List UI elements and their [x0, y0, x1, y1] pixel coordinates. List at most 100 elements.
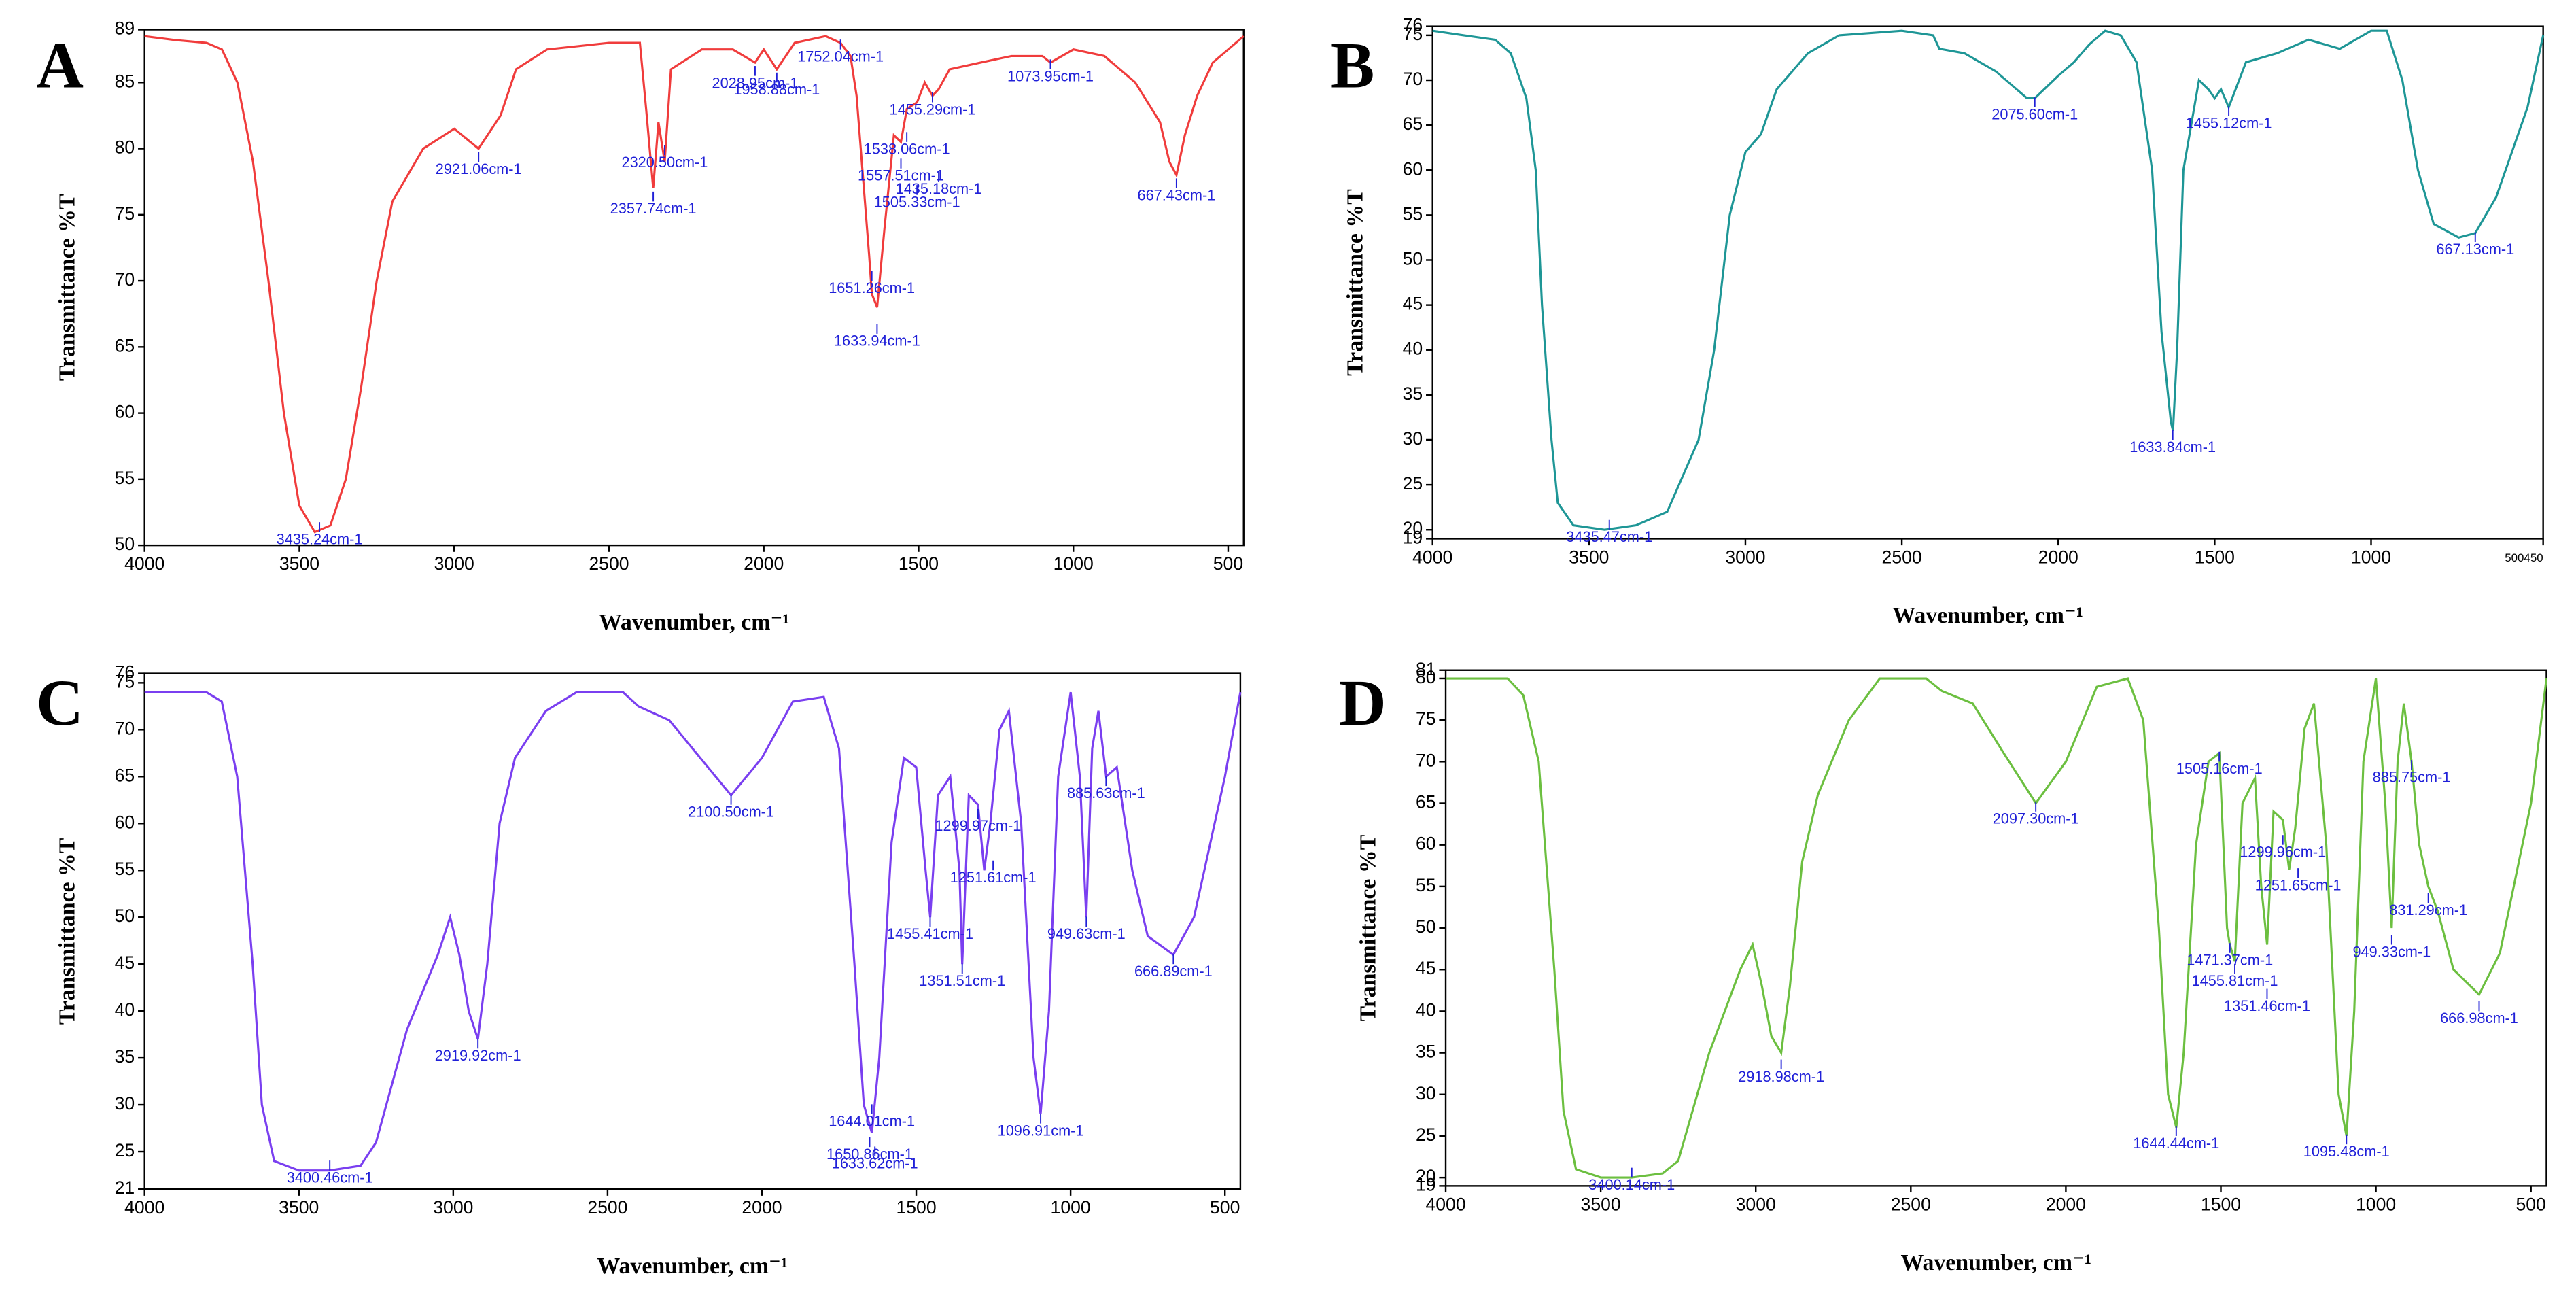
- x-tick-label: 3000: [1725, 547, 1765, 567]
- y-tick-label: 20: [1416, 1166, 1436, 1186]
- peak-label: 1505.33cm-1: [874, 193, 960, 210]
- peak-label: 3435.47cm-1: [1566, 528, 1652, 545]
- peak-label: 1251.65cm-1: [2255, 876, 2342, 893]
- y-tick-label: 45: [1416, 958, 1436, 978]
- panel-letter: D: [1339, 666, 1387, 739]
- peak-label: 3400.14cm-1: [1588, 1176, 1675, 1193]
- x-tick-label: 3500: [279, 1197, 319, 1218]
- peak-label: 949.63cm-1: [1047, 925, 1126, 942]
- spectrum-line: [144, 35, 1245, 534]
- peak-label: 949.33cm-1: [2352, 943, 2431, 960]
- x-tick-label: 2500: [1891, 1194, 1931, 1214]
- y-tick-label: 50: [1403, 249, 1423, 269]
- peak-label: 1435.18cm-1: [896, 180, 982, 197]
- peak-label: 885.75cm-1: [2373, 768, 2451, 785]
- x-tick-label: 3000: [1736, 1194, 1776, 1214]
- y-tick-label: 25: [1416, 1124, 1436, 1145]
- peak-label: 1958.88cm-1: [733, 81, 820, 98]
- x-axis-label: Wavenumber, cm⁻¹: [1892, 603, 2083, 628]
- x-axis-label: Wavenumber, cm⁻¹: [597, 1254, 788, 1279]
- y-tick-label: 60: [1416, 833, 1436, 854]
- x-tick-label: 4000: [124, 1197, 164, 1218]
- y-tick-label: 70: [1403, 69, 1423, 89]
- x-tick-label: 500: [2516, 1194, 2545, 1214]
- peak-label: 1299.96cm-1: [2240, 844, 2326, 861]
- peak-label: 1095.48cm-1: [2303, 1143, 2390, 1160]
- peak-label: 1538.06cm-1: [864, 141, 950, 158]
- x-tick-label: 4000: [1425, 1194, 1465, 1214]
- y-tick-label: 81: [1416, 659, 1436, 679]
- peak-label: 2075.60cm-1: [1991, 106, 2078, 123]
- x-tick-label: 2500: [1882, 547, 1922, 567]
- panel-letter: A: [36, 29, 84, 102]
- peak-label: 2921.06cm-1: [436, 160, 522, 177]
- y-tick-label: 76: [1403, 15, 1423, 35]
- y-axis-label: Transmittance %T: [1356, 834, 1381, 1021]
- peak-label: 3400.46cm-1: [287, 1169, 373, 1186]
- peak-label: 2028.95cm-1: [712, 74, 799, 91]
- peak-label: 1651.26cm-1: [829, 279, 915, 296]
- y-tick-label: 35: [1403, 383, 1423, 404]
- peak-label: 2320.50cm-1: [621, 154, 708, 171]
- y-tick-label: 30: [1416, 1083, 1436, 1103]
- x-tick-label: 2000: [2046, 1194, 2086, 1214]
- y-tick-label: 50: [115, 534, 135, 554]
- peak-label: 1633.84cm-1: [2129, 438, 2216, 455]
- y-tick-label: 65: [115, 335, 135, 356]
- x-tick-label: 1000: [2356, 1194, 2396, 1214]
- y-tick-label: 75: [115, 203, 135, 224]
- peak-label: 1557.51cm-1: [858, 167, 944, 184]
- y-axis-label: Transmittance %T: [54, 838, 80, 1025]
- x-tick-label: 2500: [587, 1197, 627, 1218]
- peak-label: 1752.04cm-1: [797, 48, 884, 65]
- y-tick-label: 45: [1403, 294, 1423, 314]
- y-tick-label: 65: [1416, 792, 1436, 812]
- x-tick-label: 1500: [2195, 547, 2235, 567]
- y-tick-label: 25: [1403, 473, 1423, 494]
- spectrum-line: [144, 691, 1242, 1172]
- y-tick-label: 60: [115, 812, 135, 832]
- y-tick-label: 35: [115, 1046, 135, 1067]
- peak-label: 885.63cm-1: [1067, 785, 1145, 802]
- peak-label: 1251.61cm-1: [950, 869, 1037, 886]
- y-tick-label: 25: [115, 1140, 135, 1160]
- y-tick-label: 55: [1403, 203, 1423, 224]
- x-tick-label: 3000: [434, 553, 474, 574]
- plot-frame: [143, 672, 1242, 1190]
- x-tick-label: 500: [1210, 1197, 1240, 1218]
- y-tick-label: 55: [1416, 875, 1436, 895]
- y-tick-label: 70: [115, 269, 135, 290]
- x-axis-label: Wavenumber, cm⁻¹: [1901, 1250, 2092, 1275]
- y-tick-label: 40: [1403, 339, 1423, 359]
- y-tick-label: 35: [1416, 1042, 1436, 1062]
- peak-label: 831.29cm-1: [2389, 901, 2467, 918]
- peak-label: 666.89cm-1: [1134, 963, 1213, 980]
- x-tick-label: 3500: [279, 553, 319, 574]
- y-tick-label: 50: [115, 906, 135, 926]
- x-tick-label: 3000: [433, 1197, 473, 1218]
- y-tick-label: 40: [115, 999, 135, 1020]
- x-tick-label: 4000: [124, 553, 164, 574]
- y-tick-label: 65: [115, 765, 135, 785]
- y-tick-label: 75: [1416, 708, 1436, 729]
- peak-label: 2918.98cm-1: [1738, 1068, 1824, 1085]
- y-tick-label: 70: [115, 718, 135, 738]
- y-tick-label: 60: [115, 402, 135, 422]
- y-tick-label: 76: [115, 662, 135, 683]
- peak-label: 2097.30cm-1: [1993, 810, 2079, 827]
- y-tick-label: 75: [115, 671, 135, 691]
- y-tick-label: 30: [1403, 428, 1423, 449]
- y-tick-label: 85: [115, 71, 135, 91]
- y-tick-label: 80: [115, 137, 135, 158]
- peak-label: 1644.44cm-1: [2133, 1135, 2219, 1152]
- x-tick-label: 4000: [1412, 547, 1452, 567]
- y-axis-label: Transmittance %T: [54, 194, 80, 381]
- peak-label: 1073.95cm-1: [1007, 68, 1094, 85]
- peak-label: 667.43cm-1: [1137, 187, 1215, 204]
- x-tick-label: 3500: [1569, 547, 1609, 567]
- x-tick-label: 1000: [1051, 1197, 1091, 1218]
- x-axis-label: Wavenumber, cm⁻¹: [599, 610, 790, 635]
- x-tick-label: 2500: [589, 553, 629, 574]
